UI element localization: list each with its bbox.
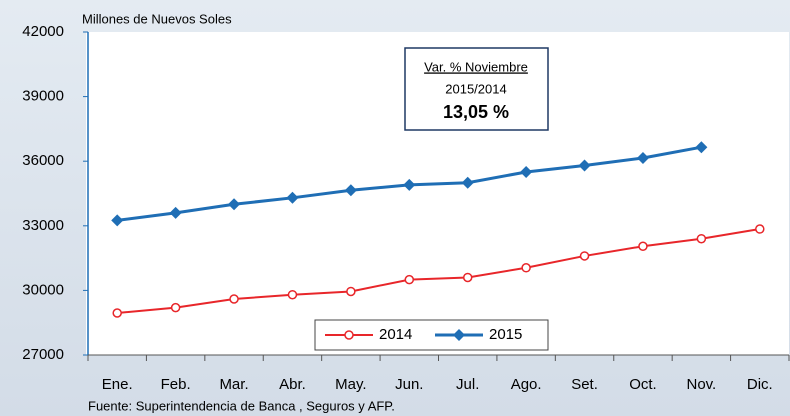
point bbox=[578, 159, 591, 172]
x-tick-label: Ene. bbox=[102, 376, 133, 393]
x-tick-label: Feb. bbox=[161, 376, 191, 393]
annotation-value: 13,05 % bbox=[443, 102, 509, 122]
x-tick-label: Dic. bbox=[747, 376, 773, 393]
point bbox=[170, 302, 181, 313]
point bbox=[346, 286, 356, 297]
y-tick-label: 27000 bbox=[22, 346, 64, 363]
point bbox=[755, 224, 765, 234]
point bbox=[112, 308, 122, 318]
point bbox=[344, 184, 357, 197]
source: Fuente: Superintendencia de Banca , Segu… bbox=[88, 398, 395, 413]
y-tick-label: 36000 bbox=[22, 152, 64, 169]
annotation-title: Var. % Noviembre bbox=[424, 59, 528, 74]
x-tick-label: May. bbox=[335, 376, 366, 393]
point bbox=[229, 294, 239, 304]
x-tick-label: Mar. bbox=[219, 376, 248, 393]
x-tick-label: Ago. bbox=[511, 376, 542, 393]
annotation-period: 2015/2014 bbox=[445, 81, 506, 96]
y-tick-label: 42000 bbox=[22, 23, 64, 40]
point bbox=[462, 272, 473, 283]
point bbox=[404, 274, 415, 285]
point bbox=[286, 191, 299, 204]
point bbox=[453, 329, 465, 341]
annotation: Var. % Noviembre 2015/2014 13,05 % bbox=[404, 47, 549, 131]
x-tick-label: Jun. bbox=[395, 376, 423, 393]
point bbox=[579, 251, 590, 261]
x-tick-label: Abr. bbox=[279, 376, 306, 393]
x-tick-label: Jul. bbox=[456, 376, 479, 393]
y-tick-label: 33000 bbox=[22, 217, 64, 234]
y-tick-label: 39000 bbox=[22, 88, 64, 105]
x-tick-label: Nov. bbox=[687, 376, 717, 393]
point bbox=[344, 330, 354, 340]
point bbox=[287, 289, 298, 300]
point bbox=[111, 214, 124, 227]
y-tick-label: 30000 bbox=[22, 281, 64, 298]
point bbox=[695, 141, 708, 154]
point bbox=[228, 198, 241, 211]
point bbox=[169, 206, 182, 219]
point bbox=[636, 151, 649, 164]
point bbox=[696, 233, 707, 244]
point bbox=[520, 165, 533, 178]
legend-label: 2015 bbox=[489, 326, 522, 343]
x-tick-label: Set. bbox=[571, 376, 598, 393]
point bbox=[638, 241, 648, 252]
legend-label: 2014 bbox=[379, 326, 412, 343]
y-axis-label: Millones de Nuevos Soles bbox=[82, 11, 232, 26]
annotation-box bbox=[404, 47, 549, 131]
point bbox=[461, 176, 474, 189]
point bbox=[403, 178, 416, 191]
line bbox=[117, 228, 760, 315]
point bbox=[521, 263, 531, 273]
x-tick-label: Oct. bbox=[629, 376, 657, 393]
